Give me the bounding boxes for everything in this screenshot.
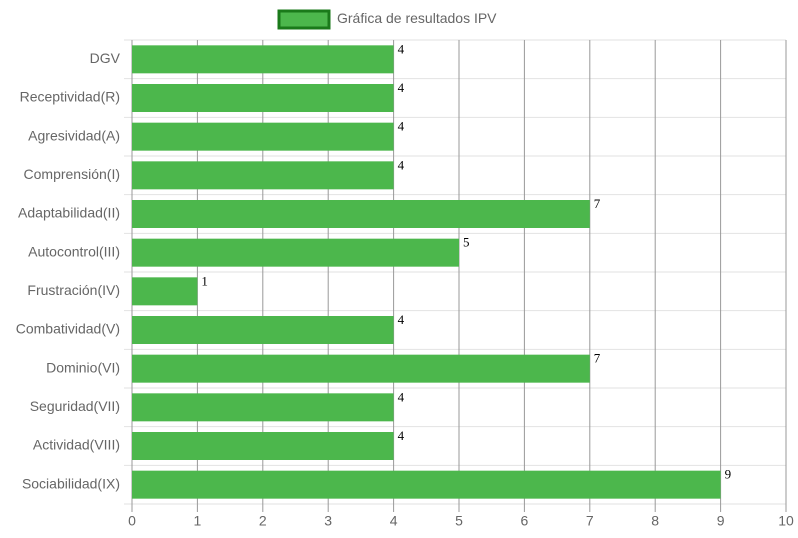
bar xyxy=(132,277,198,306)
bar xyxy=(132,200,590,228)
value-label: 4 xyxy=(398,389,405,404)
x-tick-label: 7 xyxy=(586,513,594,529)
value-label: 4 xyxy=(398,41,405,56)
x-tick-label: 0 xyxy=(128,513,136,529)
value-label: 1 xyxy=(201,273,208,288)
y-tick-label: DGV xyxy=(90,50,121,66)
y-tick-label: Frustración(IV) xyxy=(27,282,120,298)
bar xyxy=(132,393,394,422)
y-tick-label: Combatividad(V) xyxy=(16,321,120,337)
bar xyxy=(132,354,590,383)
x-tick-label: 10 xyxy=(778,513,794,529)
y-tick-label: Seguridad(VII) xyxy=(30,398,120,414)
x-tick-label: 1 xyxy=(194,513,202,529)
bar xyxy=(132,316,394,344)
bar xyxy=(132,45,394,74)
y-tick-label: Adaptabilidad(II) xyxy=(18,205,120,221)
value-label: 9 xyxy=(725,467,732,482)
y-tick-label: Dominio(VI) xyxy=(46,359,120,375)
value-label: 7 xyxy=(594,351,601,366)
legend-swatch xyxy=(277,9,331,30)
value-label: 4 xyxy=(398,80,405,95)
y-tick-label: Sociabilidad(IX) xyxy=(22,475,120,491)
bar xyxy=(132,84,394,112)
y-tick-label: Autocontrol(III) xyxy=(28,243,120,259)
y-tick-label: Actividad(VIII) xyxy=(33,437,120,453)
x-tick-label: 5 xyxy=(455,513,463,529)
bar xyxy=(132,470,721,499)
bar xyxy=(132,238,459,267)
x-tick-label: 4 xyxy=(390,513,398,529)
x-tick-label: 3 xyxy=(324,513,332,529)
value-label: 7 xyxy=(594,196,601,211)
bar xyxy=(132,122,394,151)
value-label: 4 xyxy=(398,428,405,443)
y-tick-label: Agresividad(A) xyxy=(28,127,120,143)
x-tick-label: 8 xyxy=(651,513,659,529)
x-tick-label: 9 xyxy=(717,513,725,529)
value-label: 4 xyxy=(398,119,405,134)
y-tick-label: Receptividad(R) xyxy=(20,89,120,105)
x-tick-label: 6 xyxy=(521,513,529,529)
legend-label: Gráfica de resultados IPV xyxy=(337,10,497,26)
bar xyxy=(132,161,394,190)
bar xyxy=(132,432,394,460)
value-label: 4 xyxy=(398,157,405,172)
value-label: 4 xyxy=(398,312,405,327)
y-tick-label: Comprensión(I) xyxy=(24,166,120,182)
x-tick-label: 2 xyxy=(259,513,267,529)
value-label: 5 xyxy=(463,235,470,250)
